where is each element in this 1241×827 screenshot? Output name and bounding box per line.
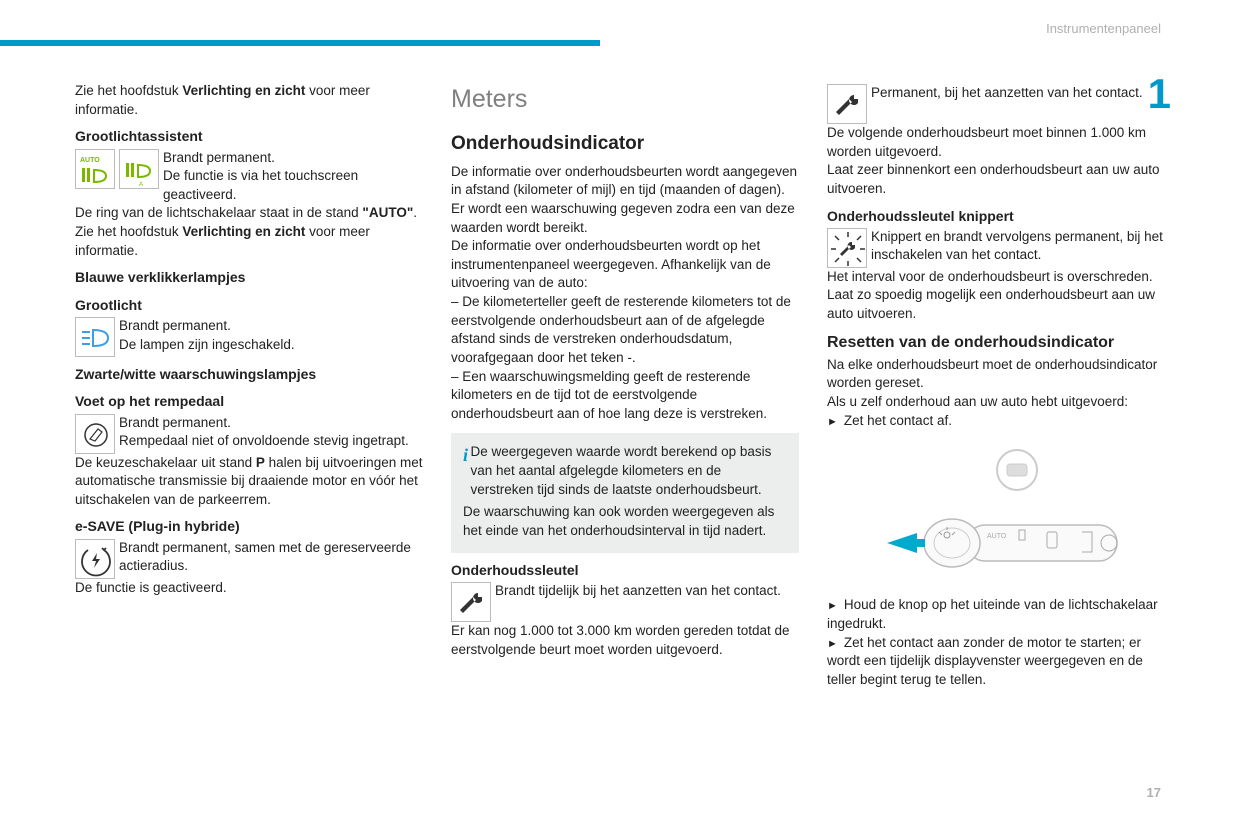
intro-text: Zie het hoofdstuk Verlichting en zicht v… xyxy=(75,82,423,119)
esave-row: Brandt permanent, samen met de gereserve… xyxy=(75,539,423,579)
sleutel-row: Brandt tijdelijk bij het aanzetten van h… xyxy=(451,582,799,622)
high-beam-icon xyxy=(75,317,115,357)
section-label: Instrumentenpaneel xyxy=(1046,20,1161,38)
grootlicht-text: Brandt permanent. De lampen zijn ingesch… xyxy=(119,317,423,354)
wrench-blink-icon xyxy=(827,228,867,268)
heading-onderhoudsindicator: Onderhoudsindicator xyxy=(451,131,799,157)
sleutel-p2: Er kan nog 1.000 tot 3.000 km worden ger… xyxy=(451,622,799,659)
onderhoud-li1: – De kilometerteller geeft de resterende… xyxy=(451,293,799,368)
reset-p1: Na elke onderhoudsbeurt moet de onderhou… xyxy=(827,356,1175,393)
esave-activated: De functie is geactiveerd. xyxy=(75,579,423,598)
heading-grootlicht: Grootlicht xyxy=(75,296,423,315)
light-stalk-diagram: AUTO xyxy=(847,440,1147,590)
reset-step-1: Zet het contact af. xyxy=(827,412,1175,431)
heading-onderhoudssleutel: Onderhoudssleutel xyxy=(451,561,799,580)
voet-text: Brandt permanent. Rempedaal niet of onvo… xyxy=(119,414,423,451)
sleutel-text: Brandt tijdelijk bij het aanzetten van h… xyxy=(495,582,799,601)
column-2: Meters Onderhoudsindicator De informatie… xyxy=(451,82,799,689)
content-columns: Zie het hoofdstuk Verlichting en zicht v… xyxy=(75,82,1175,689)
info-text-1: De weergegeven waarde wordt berekend op … xyxy=(470,443,787,499)
onderhoud-p1: De informatie over onderhoudsbeurten wor… xyxy=(451,163,799,200)
voet-row: Brandt permanent. Rempedaal niet of onvo… xyxy=(75,414,423,454)
ga-see-chapter: Zie het hoofdstuk Verlichting en zicht v… xyxy=(75,223,423,260)
ga-text: Brandt permanent. De functie is via het … xyxy=(163,149,423,205)
ga-ring-text: De ring van de lichtschakelaar staat in … xyxy=(75,204,423,223)
onderhoud-li2: – Een waarschuwingsmelding geeft de rest… xyxy=(451,368,799,424)
svg-text:A: A xyxy=(139,182,143,188)
perm-p3: Laat zeer binnenkort een onderhoudsbeurt… xyxy=(827,161,1175,198)
esave-text: Brandt permanent, samen met de gereserve… xyxy=(119,539,423,576)
heading-reset: Resetten van de onderhoudsindicator xyxy=(827,332,1175,354)
auto-d-icon-2: A xyxy=(119,149,159,189)
heading-esave: e-SAVE (Plug-in hybride) xyxy=(75,517,423,536)
grootlicht-row: Brandt permanent. De lampen zijn ingesch… xyxy=(75,317,423,357)
wrench-icon xyxy=(827,84,867,124)
reset-step-2: Houd de knop op het uiteinde van de lich… xyxy=(827,596,1175,633)
perm-row: Permanent, bij het aanzetten van het con… xyxy=(827,84,1175,124)
wrench-icon xyxy=(451,582,491,622)
column-3: Permanent, bij het aanzetten van het con… xyxy=(827,82,1175,689)
info-icon: i xyxy=(463,443,470,499)
svg-text:AUTO: AUTO xyxy=(987,533,1007,540)
accent-bar xyxy=(0,40,600,46)
heading-meters: Meters xyxy=(451,82,799,117)
esave-icon xyxy=(75,539,115,579)
perm-p2: De volgende onderhoudsbeurt moet binnen … xyxy=(827,124,1175,161)
onderhoud-p2: Er wordt een waarschuwing gegeven zodra … xyxy=(451,200,799,237)
knippert-row: Knippert en brandt vervolgens permanent,… xyxy=(827,228,1175,268)
knippert-p3: Laat zo spoedig mogelijk een onderhoudsb… xyxy=(827,286,1175,323)
heading-blauwe: Blauwe verklikkerlampjes xyxy=(75,268,423,287)
ga-row: AUTO A Brandt permanent. De functie is v… xyxy=(75,149,423,205)
heading-zwartwit: Zwarte/witte waarschuwingslampjes xyxy=(75,365,423,384)
onderhoud-p3: De informatie over onderhoudsbeurten wor… xyxy=(451,237,799,293)
info-text-2: De waarschuwing kan ook worden weergegev… xyxy=(463,503,787,540)
auto-d-icon: AUTO xyxy=(75,149,115,189)
column-1: Zie het hoofdstuk Verlichting en zicht v… xyxy=(75,82,423,689)
heading-grootlichtassistent: Grootlichtassistent xyxy=(75,127,423,146)
heading-voet: Voet op het rempedaal xyxy=(75,392,423,411)
perm-text: Permanent, bij het aanzetten van het con… xyxy=(871,84,1175,103)
brake-pedal-icon xyxy=(75,414,115,454)
svg-text:AUTO: AUTO xyxy=(80,157,100,164)
page-number: 17 xyxy=(1147,784,1161,802)
reset-p2: Als u zelf onderhoud aan uw auto hebt ui… xyxy=(827,393,1175,412)
reset-step-3: Zet het contact aan zonder de motor te s… xyxy=(827,634,1175,690)
knippert-p2: Het interval voor de onderhoudsbeurt is … xyxy=(827,268,1175,287)
heading-knippert: Onderhoudssleutel knippert xyxy=(827,207,1175,226)
knippert-text: Knippert en brandt vervolgens permanent,… xyxy=(871,228,1175,265)
voet-p-text: De keuzeschakelaar uit stand P halen bij… xyxy=(75,454,423,510)
info-box: i De weergegeven waarde wordt berekend o… xyxy=(451,433,799,552)
